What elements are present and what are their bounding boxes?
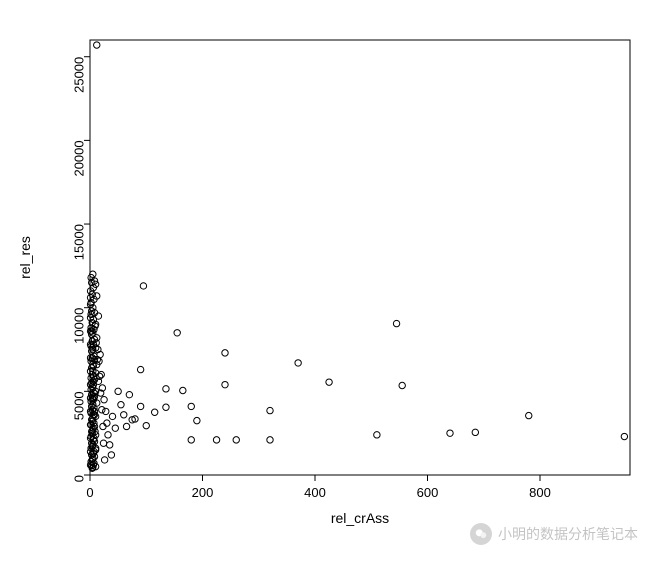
data-point [393, 320, 399, 326]
x-tick-label: 200 [192, 485, 214, 500]
data-point [174, 330, 180, 336]
data-point [233, 437, 239, 443]
scatter-chart: 0 200 400 600 800 0 5000 10000 15000 20000 25000 re… [0, 0, 658, 565]
y-tick-label: 15000 [71, 224, 86, 260]
data-point [472, 429, 478, 435]
data-point [137, 403, 143, 409]
data-point [118, 402, 124, 408]
x-tick-label: 600 [417, 485, 439, 500]
data-point [374, 432, 380, 438]
y-axis-label: rel_res [17, 236, 33, 279]
x-axis-label: rel_crAss [331, 510, 389, 526]
data-point [447, 430, 453, 436]
data-point [115, 388, 121, 394]
data-point [105, 432, 111, 438]
y-tick-label: 5000 [71, 391, 86, 420]
data-point [621, 433, 627, 439]
data-point [222, 350, 228, 356]
data-point [100, 423, 106, 429]
data-point [101, 457, 107, 463]
plot-box [90, 40, 630, 475]
data-point [399, 382, 405, 388]
data-point [143, 422, 149, 428]
data-point [98, 371, 104, 377]
data-point [121, 412, 127, 418]
data-point [112, 425, 118, 431]
data-point [188, 437, 194, 443]
data-point [267, 407, 273, 413]
data-point [101, 397, 107, 403]
data-point [213, 437, 219, 443]
data-point [267, 437, 273, 443]
x-tick-label: 800 [529, 485, 551, 500]
watermark: 小明的数据分析笔记本 [470, 523, 638, 545]
data-point [100, 440, 106, 446]
data-point [109, 413, 115, 419]
y-tick-label: 20000 [71, 140, 86, 176]
y-tick-label: 10000 [71, 308, 86, 344]
data-point [163, 404, 169, 410]
data-point [123, 423, 129, 429]
data-point [140, 283, 146, 289]
data-point [137, 366, 143, 372]
watermark-text: 小明的数据分析笔记本 [498, 524, 638, 544]
data-point [526, 412, 532, 418]
data-point [94, 42, 100, 48]
data-point [151, 409, 157, 415]
data-point [108, 452, 114, 458]
data-point [126, 391, 132, 397]
data-point [194, 417, 200, 423]
data-point [326, 379, 332, 385]
chart-svg: 0 200 400 600 800 0 5000 10000 15000 20000 25000 re… [0, 0, 658, 565]
data-point [163, 386, 169, 392]
data-point [106, 442, 112, 448]
data-point [99, 407, 105, 413]
y-tick-label: 25000 [71, 57, 86, 93]
x-tick-label: 400 [304, 485, 326, 500]
x-tick-label: 0 [86, 485, 93, 500]
wechat-icon [470, 523, 492, 545]
y-tick-label: 0 [71, 475, 86, 482]
data-point [295, 360, 301, 366]
data-point [188, 403, 194, 409]
data-point [222, 381, 228, 387]
data-point [103, 408, 109, 414]
data-point [180, 387, 186, 393]
data-point [104, 420, 110, 426]
